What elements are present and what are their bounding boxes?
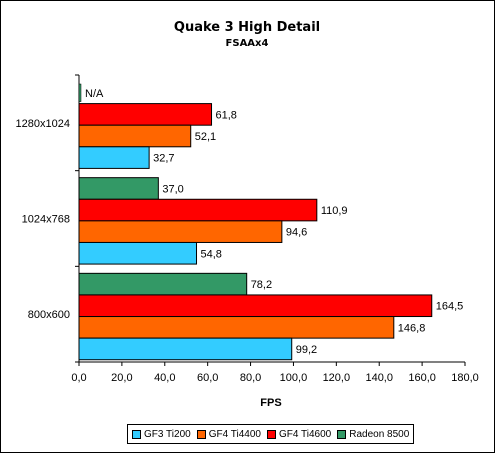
- legend-item: GF4 Ti4400: [196, 428, 261, 440]
- x-axis-title: FPS: [260, 397, 281, 409]
- bar: [78, 272, 248, 296]
- x-tick-label: 100,0: [280, 372, 308, 384]
- x-tick-label: 140,0: [365, 372, 393, 384]
- data-label: 61,8: [216, 109, 237, 121]
- bar: [78, 146, 150, 169]
- x-tick-label: 0,0: [71, 372, 86, 384]
- legend-item: Radeon 8500: [337, 429, 409, 440]
- bar: [78, 316, 395, 339]
- legend-label: GF4 Ti4400: [208, 428, 261, 440]
- bar: [78, 241, 198, 265]
- legend-item: GF3 Ti200: [132, 429, 191, 440]
- x-tick-label: 80,0: [240, 372, 261, 384]
- data-label: N/A: [85, 88, 104, 100]
- bar: [78, 177, 159, 200]
- data-label: 164,5: [436, 301, 464, 313]
- data-label: 94,6: [286, 227, 307, 239]
- legend-label: Radeon 8500: [349, 428, 410, 440]
- legend-label: GF4 Ti4600: [278, 428, 332, 440]
- data-label: 32,7: [153, 153, 174, 165]
- bar: [78, 103, 213, 126]
- x-tick-label: 160,0: [408, 372, 436, 384]
- data-label: 99,2: [296, 344, 317, 356]
- data-label: 78,2: [251, 279, 272, 291]
- bar: [78, 220, 283, 243]
- x-tick-label: 40,0: [154, 372, 175, 384]
- legend-label: GF3 Ti200: [144, 428, 191, 440]
- bar: [78, 198, 318, 222]
- legend-swatch: [196, 429, 206, 439]
- data-label: 54,8: [201, 248, 222, 260]
- legend-swatch: [337, 429, 347, 439]
- data-label: 110,9: [321, 205, 348, 217]
- chart-title: Quake 3 High Detail: [174, 20, 320, 35]
- data-label: 52,1: [195, 131, 216, 143]
- plot-area: 0,0 20,0 40,0 60,0 80,0 100,0 120,0 140,0 160,0 1…: [16, 74, 479, 384]
- category-label: 1024x768: [22, 214, 70, 226]
- x-tick-label: 60,0: [197, 372, 218, 384]
- category-label: 800x600: [28, 309, 70, 321]
- chart-subtitle: FSAAx4: [226, 38, 269, 49]
- bar: [78, 337, 293, 361]
- data-label: 146,8: [398, 322, 426, 334]
- data-label: 37,0: [162, 183, 183, 195]
- legend-item: GF4 Ti4600: [266, 428, 332, 440]
- category-label: 1280x1024: [16, 118, 70, 130]
- legend-swatch: [266, 429, 276, 439]
- bar: [78, 124, 192, 148]
- legend: GF3 Ti200 GF4 Ti4400 GF4 Ti4600 Radeon 8500: [127, 424, 415, 444]
- bar: [78, 294, 433, 318]
- x-tick-label: 120,0: [323, 372, 351, 384]
- x-tick-label: 180,0: [451, 372, 479, 384]
- bar: [78, 83, 82, 102]
- legend-swatch: [132, 429, 141, 439]
- x-tick-label: 20,0: [111, 372, 132, 384]
